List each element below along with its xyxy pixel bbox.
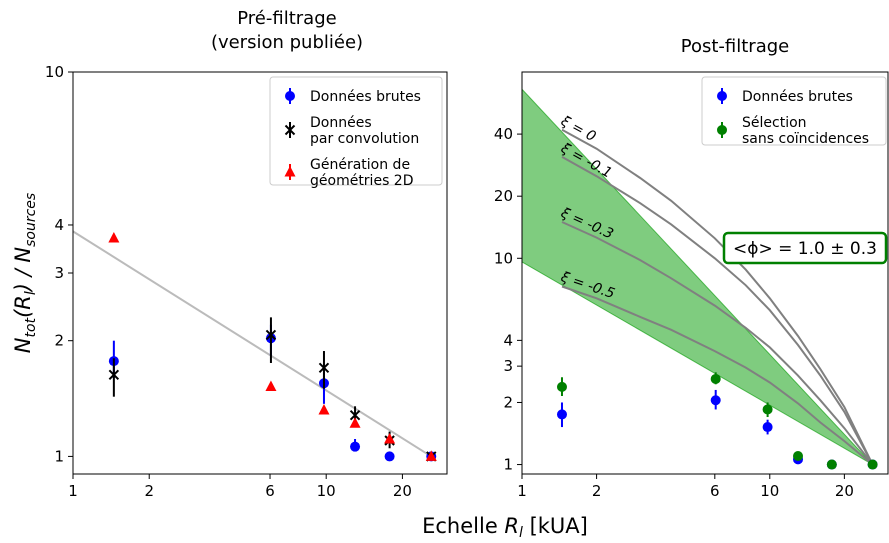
right-point-s0 [710, 395, 721, 406]
right-point-s0 [762, 422, 773, 433]
left-panel: Pré-filtrage (version publiée) 1 2 6 10 20 1 2… [45, 8, 448, 500]
right-point-s0 [556, 409, 567, 420]
left-xtick-label: 10 [317, 482, 336, 500]
left-ytick-label: 2 [54, 332, 64, 350]
left-point-s2 [384, 432, 396, 444]
right-ytick-label: 20 [494, 187, 513, 205]
right-legend-label-1: sans coïncidences [742, 131, 869, 147]
left-point-s1 [108, 369, 120, 381]
left-xtick-label: 20 [393, 482, 412, 500]
right-legend-marker-0 [717, 91, 727, 101]
right-ytick-label: 1 [503, 456, 513, 474]
left-legend-marker-2 [284, 166, 296, 177]
right-xtick-label: 6 [710, 482, 720, 500]
right-legend-label-1: Sélection [742, 115, 807, 131]
right-ytick-label: 2 [503, 393, 513, 411]
left-point-s2 [318, 404, 330, 415]
right-point-s1 [867, 459, 878, 470]
left-xtick-label: 1 [68, 482, 78, 500]
left-legend-marker-1 [284, 124, 296, 136]
left-legend-label-1: Données [310, 115, 372, 131]
right-axes-frame [521, 71, 889, 475]
right-panel: Post-filtrage ξ = 0ξ = -0.1ξ = -0.3ξ = -… [494, 36, 889, 500]
left-point-s1 [265, 329, 277, 341]
left-point-s2 [265, 380, 277, 392]
left-xtick-label: 6 [265, 482, 275, 500]
phi-annotation: <ϕ> = 1.0 ± 0.3 [722, 231, 888, 265]
left-legend-label-2: géométries 2D [310, 173, 414, 189]
y-axis-label: Ntot(Rl) / Nsources [11, 193, 39, 353]
phi-annotation-text: <ϕ> = 1.0 ± 0.3 [733, 239, 877, 259]
right-legend-marker-1 [717, 125, 727, 135]
right-ytick-label: 10 [494, 249, 513, 267]
left-ytick-label: 4 [54, 216, 64, 234]
left-legend-marker-0 [285, 91, 295, 101]
left-legend-box [269, 76, 443, 186]
right-point-s1 [826, 459, 837, 470]
right-ytick-label: 3 [503, 357, 513, 375]
left-title-line2: (version publiée) [211, 32, 363, 53]
right-xtick-label: 1 [517, 482, 527, 500]
right-legend-box [701, 76, 887, 146]
right-model-curve-2 [561, 221, 874, 466]
left-point-s1 [349, 409, 361, 421]
left-ytick-label: 10 [45, 63, 64, 81]
left-point-s1 [318, 362, 330, 374]
phi-annotation-box [722, 231, 888, 265]
right-point-s1 [793, 451, 804, 462]
left-trend-line [72, 230, 432, 458]
left-legend-label-0: Données brutes [310, 89, 421, 105]
left-xtick-label: 2 [144, 482, 154, 500]
right-point-s1 [556, 381, 567, 392]
left-trend-line-path [72, 230, 432, 458]
right-title: Post-filtrage [681, 36, 789, 57]
left-point-s2 [108, 231, 120, 243]
right-model-curve-3 [561, 285, 874, 466]
left-legend-label-2: Génération de [310, 157, 410, 173]
left-ytick-label: 1 [54, 447, 64, 465]
right-ytick-label: 40 [494, 125, 513, 143]
right-point-s1 [762, 404, 773, 415]
right-point-s1 [710, 373, 721, 384]
left-point-s0 [350, 441, 361, 452]
right-ytick-label: 4 [503, 331, 513, 349]
right-xtick-label: 10 [760, 482, 779, 500]
right-model-curve-0 [561, 128, 874, 466]
x-axis-label: Echelle Rl [kUA] [422, 514, 588, 541]
left-point-s0 [384, 451, 395, 462]
left-title-line1: Pré-filtrage [237, 8, 336, 29]
right-xtick-label: 20 [835, 482, 854, 500]
left-ytick-label: 3 [54, 264, 64, 282]
right-xtick-label: 2 [592, 482, 602, 500]
left-point-s2 [425, 450, 437, 461]
right-model-curve-1 [561, 156, 874, 466]
right-legend-label-0: Données brutes [742, 89, 853, 105]
left-legend-label-1: par convolution [310, 131, 419, 147]
right-confidence-band [522, 88, 873, 465]
left-point-s2 [349, 417, 361, 428]
